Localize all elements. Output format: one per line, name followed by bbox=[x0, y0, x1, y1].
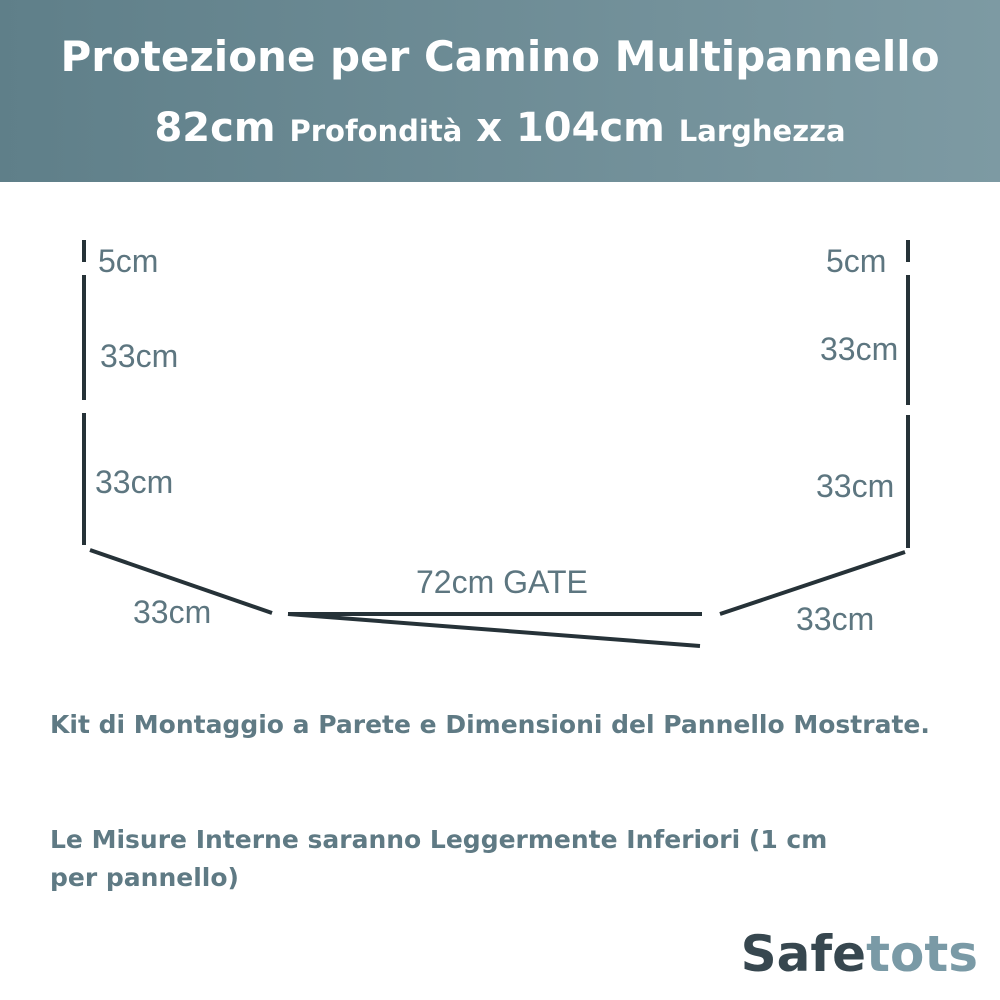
left-label: 33cm bbox=[95, 464, 173, 500]
left-label: 33cm bbox=[133, 594, 211, 630]
depth: 82cm bbox=[154, 105, 276, 151]
subtitle: 82cm Profondità x 104cm Larghezza bbox=[0, 105, 1000, 151]
brand-part: tots bbox=[866, 925, 978, 983]
title: Protezione per Camino Multipannello bbox=[60, 32, 940, 81]
depth-label: Profondità bbox=[289, 114, 463, 148]
left-label: 5cm bbox=[98, 243, 158, 279]
left-label: 33cm bbox=[100, 338, 178, 374]
right-label: 5cm bbox=[826, 243, 886, 279]
brand: Safetots bbox=[741, 925, 978, 983]
gate-label: 72cm GATE bbox=[416, 564, 588, 600]
right-label: 33cm bbox=[816, 468, 894, 504]
panels bbox=[82, 240, 910, 648]
header: Protezione per Camino Multipannello 82cm… bbox=[0, 0, 1000, 182]
brand-part: Safe bbox=[740, 925, 867, 983]
note: Le Misure Interne saranno Leggermente In… bbox=[50, 825, 828, 892]
note: Kit di Montaggio a Parete e Dimensioni d… bbox=[50, 710, 930, 739]
width-label: Larghezza bbox=[678, 114, 846, 148]
diagram: 5cm 33cm 33cm 33cm 5cm 33cm 33cm 33cm 72… bbox=[82, 240, 910, 648]
times: x bbox=[476, 105, 503, 151]
right-label: 33cm bbox=[796, 601, 874, 637]
right-label: 33cm bbox=[820, 331, 898, 367]
width: 104cm bbox=[515, 105, 665, 151]
